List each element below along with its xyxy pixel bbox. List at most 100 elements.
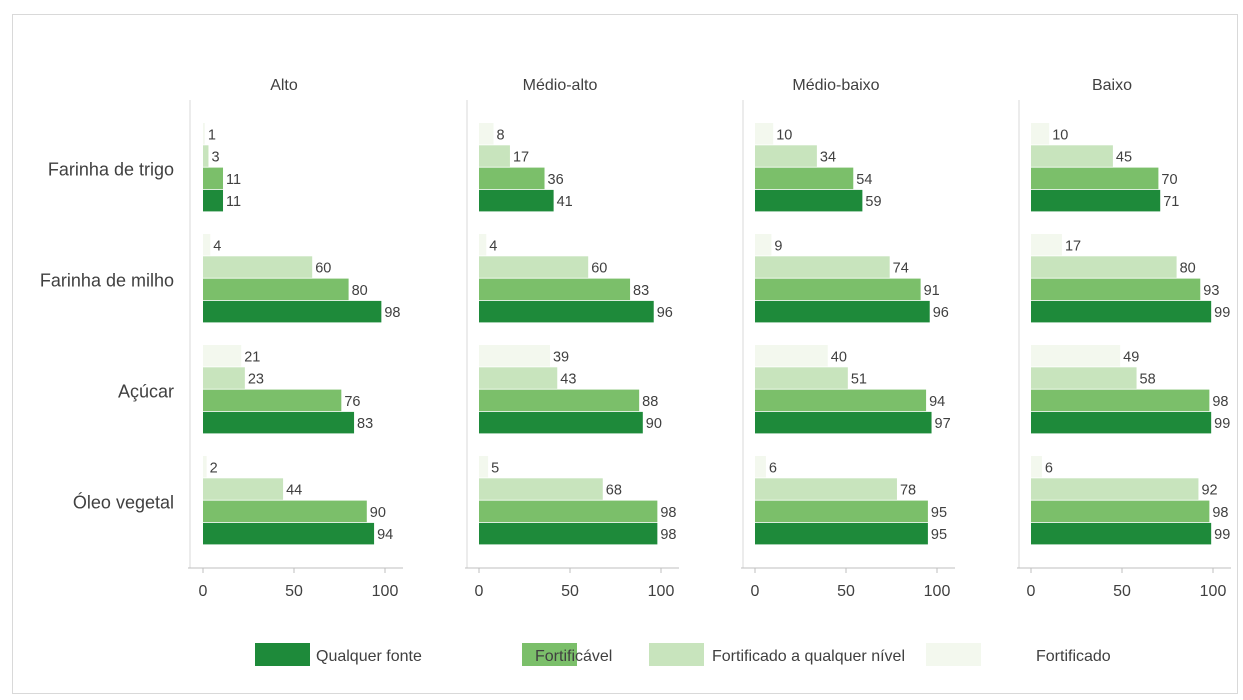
data-label: 94 (929, 394, 945, 410)
bar-baixo-acucar-qualquer-fonte (1031, 411, 1212, 434)
data-label: 88 (642, 394, 658, 410)
bar-medio-alto-farinha-de-milho-fortificado (479, 234, 487, 256)
x-tick-label: 100 (372, 583, 399, 600)
bar-medio-baixo-farinha-de-milho-fortificado (755, 234, 772, 256)
data-label: 3 (211, 150, 219, 166)
bar-alto-farinha-de-trigo-fortificavel (203, 167, 224, 190)
bar-alto-farinha-de-trigo-fortificado-a-qualquer-nivel (203, 145, 209, 167)
data-label: 71 (1163, 194, 1179, 210)
bar-alto-acucar-qualquer-fonte (203, 411, 355, 434)
data-label: 10 (1052, 127, 1068, 143)
bar-medio-baixo-acucar-fortificavel (755, 389, 927, 412)
bar-alto-acucar-fortificado (203, 345, 242, 367)
x-tick-label: 0 (199, 583, 208, 600)
data-label: 11 (226, 172, 241, 188)
data-label: 2 (210, 460, 218, 476)
data-label: 49 (1123, 349, 1139, 365)
bar-alto-oleo-vegetal-qualquer-fonte (203, 522, 375, 545)
bar-medio-baixo-farinha-de-trigo-fortificado-a-qualquer-nivel (755, 145, 817, 167)
bar-medio-alto-acucar-fortificado-a-qualquer-nivel (479, 367, 558, 389)
data-label: 39 (553, 349, 569, 365)
panel-title-medio-alto: Médio-alto (523, 77, 598, 94)
data-label: 80 (352, 283, 368, 299)
x-tick-label: 0 (475, 583, 484, 600)
bar-baixo-farinha-de-milho-fortificado (1031, 234, 1062, 256)
data-label: 6 (1045, 460, 1053, 476)
legend-label-fortificado: Fortificado (1036, 648, 1111, 665)
bar-medio-baixo-farinha-de-trigo-fortificavel (755, 167, 854, 190)
data-label: 44 (286, 483, 302, 499)
data-label: 58 (1140, 372, 1156, 388)
panel-title-baixo: Baixo (1092, 77, 1132, 94)
x-tick-label: 0 (1027, 583, 1036, 600)
bar-medio-alto-acucar-fortificavel (479, 389, 640, 412)
data-label: 95 (931, 505, 947, 521)
bar-alto-oleo-vegetal-fortificado (203, 456, 207, 478)
data-label: 5 (491, 460, 499, 476)
data-label: 41 (557, 194, 573, 210)
data-label: 83 (633, 283, 649, 299)
category-label-farinha-de-trigo: Farinha de trigo (48, 160, 174, 180)
data-label: 43 (560, 372, 576, 388)
panel-title-alto: Alto (270, 77, 298, 94)
bar-medio-alto-farinha-de-trigo-qualquer-fonte (479, 189, 554, 212)
data-label: 8 (497, 127, 505, 143)
data-label: 23 (248, 372, 264, 388)
data-label: 98 (660, 505, 676, 521)
legend-swatch-fortificado-a-qualquer-nivel (649, 643, 704, 666)
legend-label-qualquer-fonte: Qualquer fonte (316, 648, 422, 665)
data-label: 90 (370, 505, 386, 521)
bar-medio-baixo-acucar-fortificado (755, 345, 828, 367)
x-tick-label: 50 (837, 583, 855, 600)
bar-medio-baixo-oleo-vegetal-fortificavel (755, 500, 928, 523)
data-label: 9 (774, 238, 782, 254)
legend-label-fortificavel: Fortificável (535, 648, 612, 665)
bar-alto-farinha-de-trigo-fortificado (203, 123, 205, 145)
data-label: 54 (856, 172, 872, 188)
data-label: 59 (865, 194, 881, 210)
bar-medio-baixo-oleo-vegetal-fortificado-a-qualquer-nivel (755, 478, 897, 500)
x-tick-label: 100 (648, 583, 675, 600)
data-label: 68 (606, 483, 622, 499)
bar-medio-baixo-farinha-de-trigo-fortificado (755, 123, 774, 145)
bar-medio-alto-oleo-vegetal-fortificado-a-qualquer-nivel (479, 478, 603, 500)
data-label: 70 (1161, 172, 1177, 188)
bar-baixo-oleo-vegetal-qualquer-fonte (1031, 522, 1212, 545)
bar-medio-alto-farinha-de-milho-fortificavel (479, 278, 631, 301)
panel-title-medio-baixo: Médio-baixo (792, 77, 879, 94)
bar-alto-farinha-de-milho-qualquer-fonte (203, 300, 382, 323)
data-label: 91 (924, 283, 940, 299)
data-label: 4 (489, 238, 497, 254)
category-label-acucar: Açúcar (118, 382, 174, 402)
data-label: 98 (1212, 505, 1228, 521)
data-label: 10 (776, 127, 792, 143)
data-label: 97 (935, 416, 951, 432)
legend-swatch-fortificado (926, 643, 981, 666)
bar-alto-farinha-de-trigo-qualquer-fonte (203, 189, 224, 212)
bar-medio-baixo-farinha-de-trigo-qualquer-fonte (755, 189, 863, 212)
data-label: 99 (1214, 527, 1230, 543)
data-label: 74 (893, 261, 909, 277)
bar-alto-farinha-de-milho-fortificado-a-qualquer-nivel (203, 256, 313, 278)
bar-medio-baixo-farinha-de-milho-fortificavel (755, 278, 921, 301)
bar-baixo-acucar-fortificado-a-qualquer-nivel (1031, 367, 1137, 389)
bar-baixo-oleo-vegetal-fortificado (1031, 456, 1042, 478)
bar-medio-alto-acucar-fortificado (479, 345, 550, 367)
legend-swatch-qualquer-fonte (255, 643, 310, 666)
data-label: 17 (513, 150, 529, 166)
data-label: 98 (384, 305, 400, 321)
bar-medio-baixo-oleo-vegetal-fortificado (755, 456, 766, 478)
data-label: 92 (1201, 483, 1217, 499)
bar-medio-baixo-oleo-vegetal-qualquer-fonte (755, 522, 928, 545)
bar-baixo-farinha-de-trigo-fortificavel (1031, 167, 1159, 190)
data-label: 11 (226, 194, 241, 210)
data-label: 99 (1214, 305, 1230, 321)
data-label: 83 (357, 416, 373, 432)
bar-baixo-farinha-de-trigo-fortificado (1031, 123, 1050, 145)
data-label: 60 (315, 261, 331, 277)
category-label-oleo-vegetal: Óleo vegetal (73, 492, 174, 513)
data-label: 96 (657, 305, 673, 321)
data-label: 36 (548, 172, 564, 188)
data-label: 96 (933, 305, 949, 321)
bar-medio-baixo-acucar-fortificado-a-qualquer-nivel (755, 367, 848, 389)
